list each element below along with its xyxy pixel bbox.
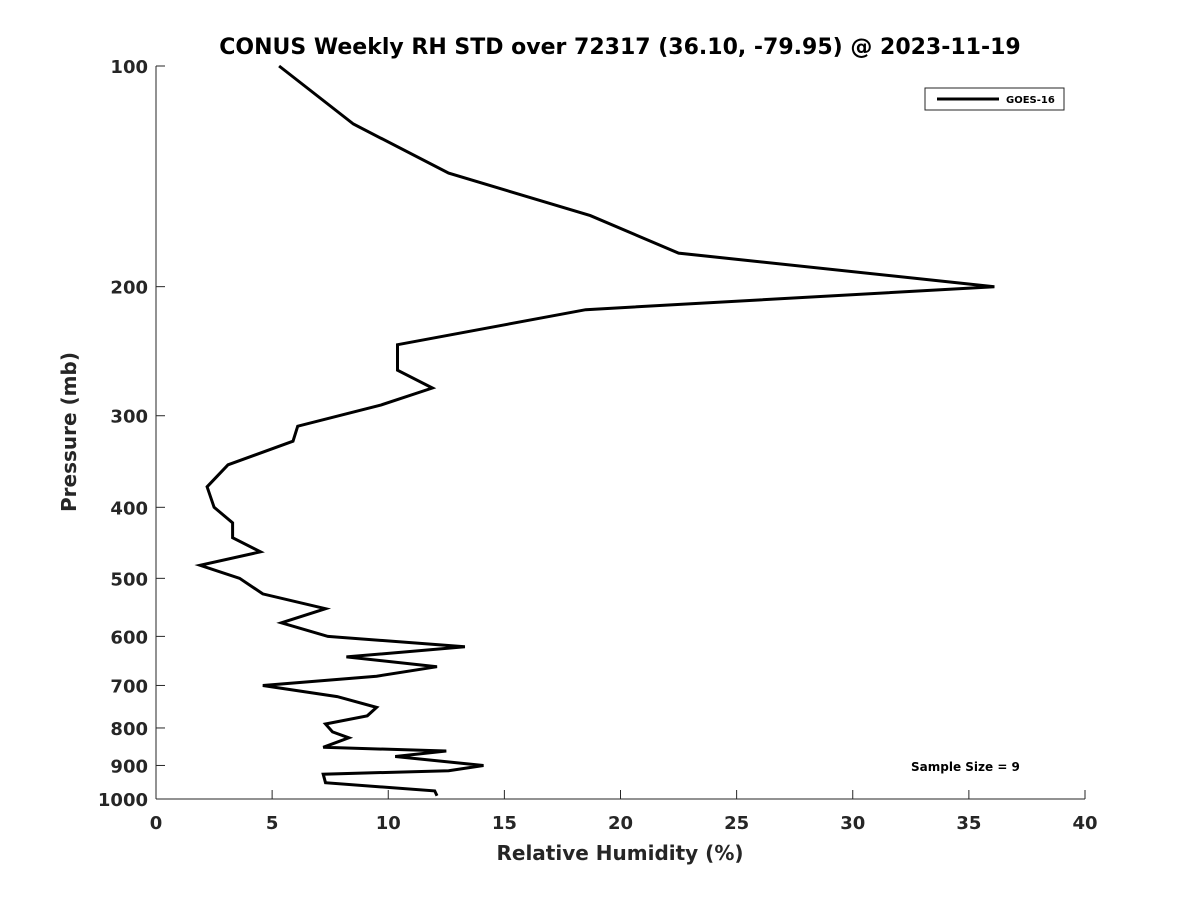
y-tick-label: 900 [110,756,148,777]
x-tick-label: 20 [608,813,633,834]
x-tick-label: 25 [724,813,749,834]
x-axis-label: Relative Humidity (%) [496,841,743,865]
plot-area: 0 5 10 15 20 25 30 35 40 100 200 300 400 500 600 700 80… [98,57,1098,834]
y-tick-label: 1000 [98,790,148,811]
y-tick-label: 400 [110,498,148,519]
series-line-goes-16 [194,64,995,797]
x-tick-label: 35 [956,813,981,834]
x-ticks: 0 5 10 15 20 25 30 35 40 [150,790,1098,834]
x-tick-label: 0 [150,813,163,834]
y-tick-label: 800 [110,719,148,740]
y-tick-label: 100 [110,57,148,78]
x-tick-label: 10 [376,813,401,834]
plot-background [156,66,1085,799]
y-tick-label: 500 [110,569,148,590]
x-tick-label: 15 [492,813,517,834]
y-ticks: 100 200 300 400 500 600 700 800 900 1000 [98,57,165,811]
sample-size-annotation: Sample Size = 9 [911,760,1020,774]
legend-label-goes-16: GOES-16 [1006,95,1055,106]
y-tick-label: 300 [110,407,148,428]
x-tick-label: 40 [1072,813,1097,834]
y-tick-label: 200 [110,278,148,299]
legend: GOES-16 [924,87,1065,111]
y-tick-label: 700 [110,676,148,697]
x-tick-label: 5 [266,813,279,834]
y-tick-label: 600 [110,627,148,648]
y-axis-label: Pressure (mb) [57,352,81,512]
series-group [194,64,995,797]
chart-title: CONUS Weekly RH STD over 72317 (36.10, -… [219,35,1020,60]
x-tick-label: 30 [840,813,865,834]
